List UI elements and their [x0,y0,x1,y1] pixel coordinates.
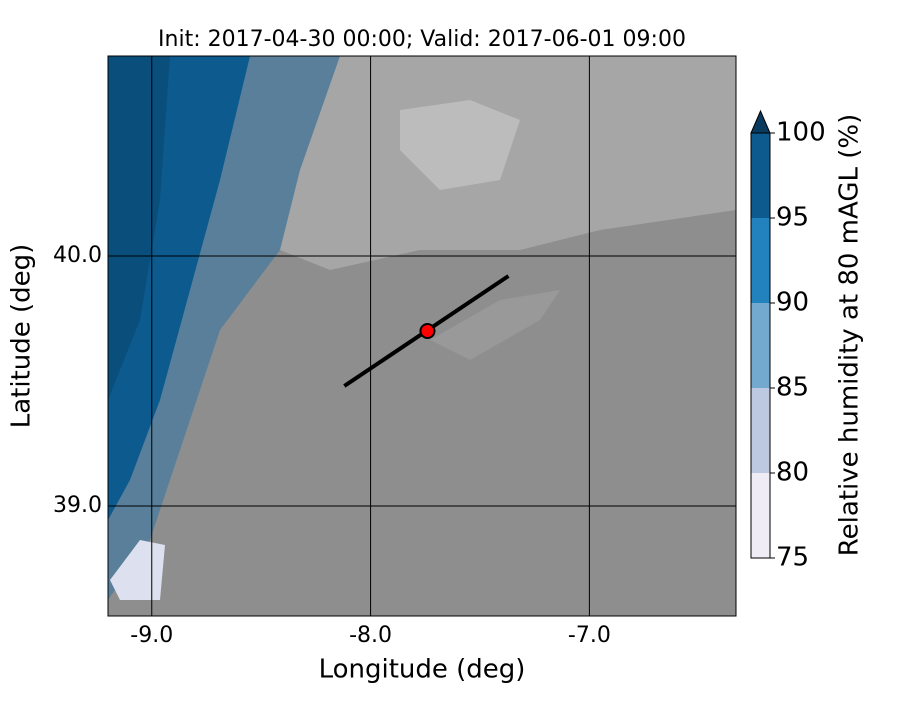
colorbar-tick-label: 80 [776,458,809,488]
colorbar-extend [750,109,771,134]
colorbar-segment [751,388,770,473]
colorbar-label: Relative humidity at 80 mAGL (%) [835,114,865,556]
y-tick-label: 40.0 [53,243,102,268]
x-tick-label: -9.0 [130,623,173,648]
y-axis-label: Latitude (deg) [7,244,37,429]
y-tick-label: 39.0 [53,493,102,518]
colorbar-tick-label: 100 [776,118,826,148]
colorbar-tick-label: 90 [776,288,809,318]
colorbar-tick-label: 85 [776,373,809,403]
colorbar-tick-label: 95 [776,203,809,233]
x-tick-label: -8.0 [349,623,392,648]
humid-zone [110,540,165,600]
valley [430,290,560,360]
colorbar-frame [750,132,771,559]
x-axis-label: Longitude (deg) [319,655,526,685]
x-tick-label: -7.0 [568,623,611,648]
point [419,323,436,339]
colorbar-segment [751,303,770,388]
colorbar-segment [751,218,770,303]
plot-frame [107,55,737,617]
highland [400,100,520,190]
colorbar-tick-label: 75 [776,543,809,573]
terrain [108,56,736,616]
chart-title: Init: 2017-04-30 00:00; Valid: 2017-06-0… [158,27,686,52]
colorbar-segment [751,473,770,558]
humid-zone [108,56,170,400]
colorbar-segment [751,133,770,218]
